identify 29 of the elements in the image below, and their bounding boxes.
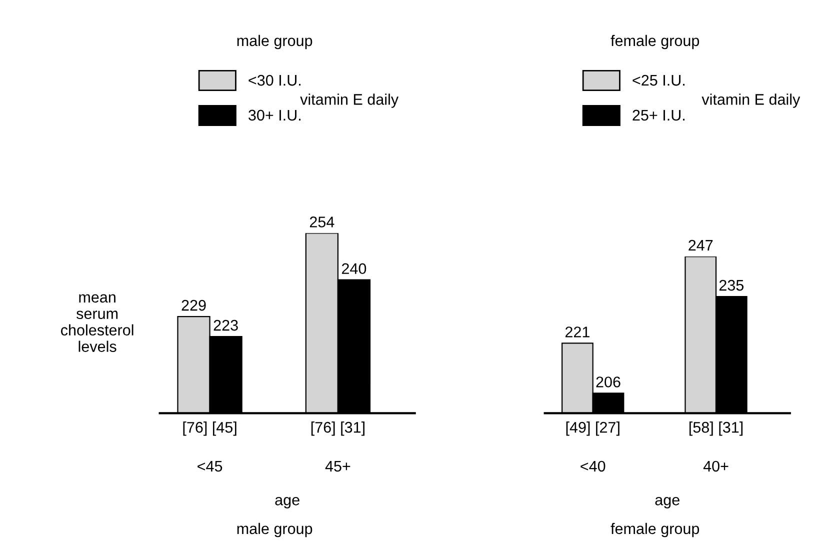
data-label: 206 (596, 376, 620, 388)
y-axis-title: mean serum cholesterol levels (61, 294, 134, 352)
x-tick-label: 45+ (325, 460, 350, 472)
legend-label: 30+ I.U. (248, 110, 300, 121)
legend-title: vitamin E daily (702, 94, 800, 108)
data-label: 254 (310, 216, 334, 228)
legend-label: <30 I.U. (248, 74, 300, 86)
x-axis-title: age (655, 496, 680, 508)
legend-label: <25 I.U. (632, 74, 685, 86)
data-label: 229 (182, 300, 206, 311)
legend-title: vitamin E daily (300, 94, 399, 108)
annotation: [58] [31] (690, 422, 743, 436)
data-label: 223 (214, 320, 238, 331)
annotation: [49] [27] (566, 422, 620, 436)
annotation: [76] [45] (183, 422, 236, 436)
data-label: 235 (719, 280, 744, 291)
chart-title: male group (237, 34, 312, 50)
x-tick-label: <40 (580, 460, 606, 472)
data-label: 240 (342, 263, 366, 274)
annotation: [76] [31] (311, 422, 364, 436)
x-tick-label: <45 (198, 460, 222, 472)
text: male group (237, 522, 312, 538)
x-tick-label: 40+ (703, 460, 728, 472)
x-axis-title: age (275, 496, 300, 508)
data-label: 247 (688, 240, 713, 251)
legend-label: 25+ I.U. (632, 110, 685, 121)
text: female group (610, 522, 700, 538)
chart-title: female group (610, 34, 700, 50)
data-label: 221 (565, 326, 590, 338)
